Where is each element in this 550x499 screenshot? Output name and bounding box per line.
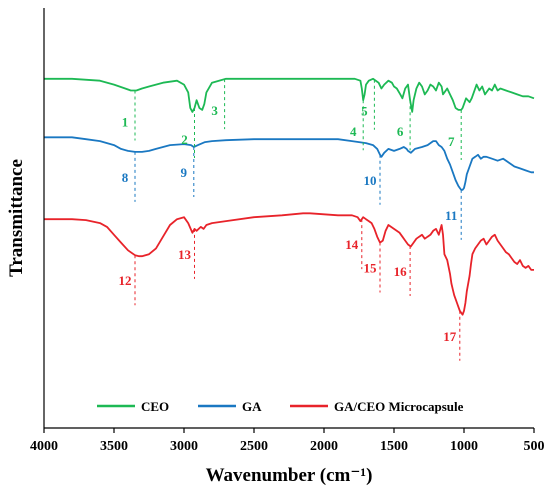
plot-background [44, 8, 534, 428]
x-tick-label: 2500 [240, 439, 268, 454]
peak-label: 15 [364, 261, 378, 276]
x-ticks: 4000 3500 3000 2500 2000 1500 1000 500 [30, 428, 545, 454]
peak-label: 10 [364, 173, 377, 188]
peak-label: 17 [443, 329, 457, 344]
legend-label: GA/CEO Microcapsule [334, 399, 464, 414]
peak-label: 9 [181, 165, 188, 180]
y-axis-title: Transmittance [6, 159, 27, 277]
peak-label: 7 [448, 134, 455, 149]
series-line-0 [44, 77, 535, 113]
peak-label: 2 [181, 132, 188, 147]
x-tick-label: 4000 [30, 439, 58, 454]
peak-label: 1 [122, 114, 129, 129]
peak-label: 16 [394, 264, 408, 279]
x-tick-label: 1500 [380, 439, 408, 454]
peak-label: 3 [211, 103, 218, 118]
peak-label: 4 [350, 124, 357, 139]
x-tick-label: 1000 [450, 439, 478, 454]
legend-label: CEO [141, 399, 169, 414]
x-tick-label: 3500 [100, 439, 128, 454]
peak-label: 12 [119, 273, 132, 288]
x-tick-label: 3000 [170, 439, 198, 454]
legend: CEO GA GA/CEO Microcapsule [97, 399, 464, 414]
peak-label: 8 [122, 170, 129, 185]
series-line-1 [44, 136, 534, 191]
peak-label: 13 [178, 247, 192, 262]
series-group [44, 77, 535, 316]
legend-label: GA [242, 399, 262, 414]
peak-label: 6 [397, 124, 404, 139]
x-tick-label: 2000 [310, 439, 338, 454]
x-tick-label: 500 [524, 439, 545, 454]
peak-label: 5 [361, 104, 368, 119]
series-line-2 [44, 212, 534, 316]
x-axis-title: Wavenumber (cm⁻¹) [206, 465, 373, 486]
peak-label: 11 [445, 208, 457, 223]
peak-label: 14 [345, 237, 359, 252]
